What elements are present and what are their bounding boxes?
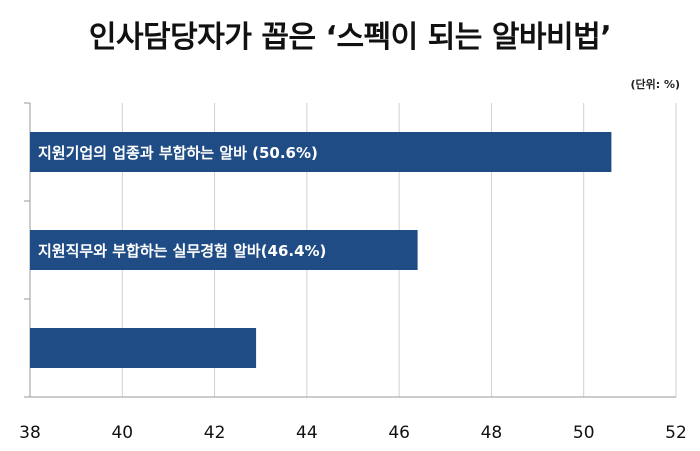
x-tick-label: 40 bbox=[111, 423, 133, 443]
bar-layer bbox=[30, 132, 612, 368]
x-tick-label: 42 bbox=[204, 423, 226, 443]
label-layer: 지원기업의 업종과 부합하는 알바 (50.6%) 지원직무와 부합하는 실무경험… bbox=[38, 144, 326, 260]
bar-label-2: 지원직무와 부합하는 실무경험 알바(46.4%) bbox=[38, 242, 326, 260]
axis-layer bbox=[24, 102, 676, 398]
x-tick-label: 46 bbox=[388, 423, 410, 443]
x-tick-label: 48 bbox=[481, 423, 503, 443]
bar-2 bbox=[30, 230, 418, 270]
bar-1 bbox=[30, 132, 612, 172]
x-tick-label: 38 bbox=[19, 423, 41, 443]
tick-layer: 38 40 42 44 46 48 50 52 bbox=[19, 423, 687, 443]
x-tick-label: 52 bbox=[665, 423, 687, 443]
bar-3 bbox=[30, 328, 257, 368]
x-tick-label: 50 bbox=[573, 423, 595, 443]
bar-label-1: 지원기업의 업종과 부합하는 알바 (50.6%) bbox=[38, 144, 318, 162]
x-tick-label: 44 bbox=[296, 423, 318, 443]
chart-title: 인사담당자가 꼽은 ‘스펙이 되는 알바비법’ bbox=[88, 20, 612, 55]
unit-label: (단위: %) bbox=[630, 78, 680, 91]
